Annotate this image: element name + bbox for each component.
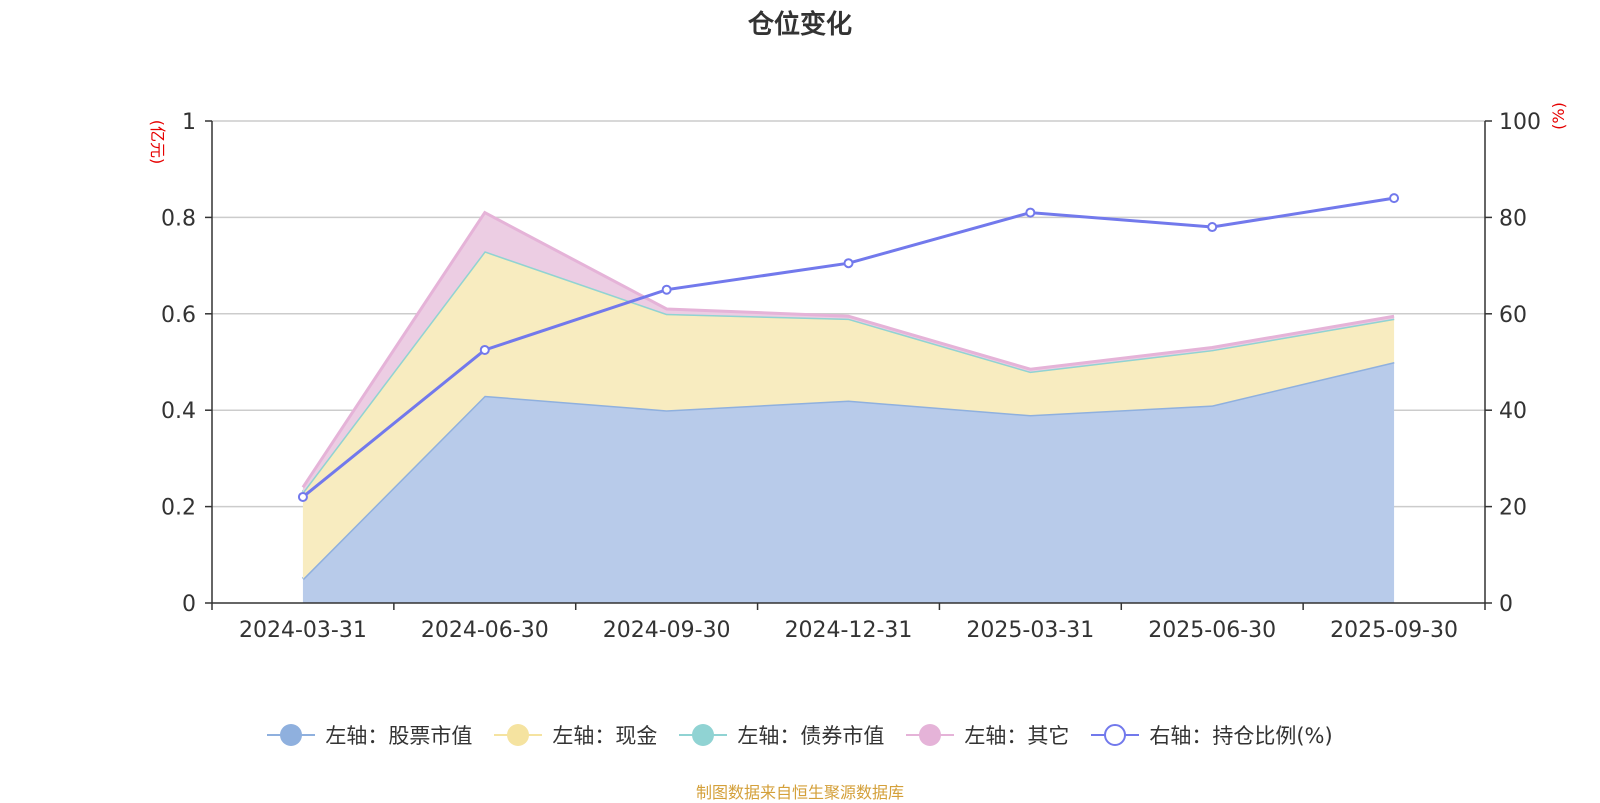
area-fill-1 [302,251,1395,579]
ratio-point [661,284,672,295]
ratio-point [843,258,854,269]
area-line-3 [301,210,1395,489]
legend-marker-icon [267,723,316,747]
right-tick-label: 40 [1499,399,1527,424]
left-tick-label: 0 [182,592,196,617]
right-axis-unit: (%) [1549,102,1568,130]
legend-item-other[interactable]: 左轴：其它 [906,720,1069,750]
chart-title: 仓位变化 [747,10,852,40]
legend-label: 左轴：现金 [552,724,658,748]
x-tick-label: 2025-06-30 [1148,618,1276,643]
x-tick-label: 2024-09-30 [603,618,731,643]
area-series [301,210,1395,603]
legend-marker-icon [906,723,955,747]
right-tick-label: 80 [1499,206,1527,231]
ratio-point [1207,222,1218,233]
legend-marker-icon [1091,723,1140,747]
legend-label: 左轴：债券市值 [737,724,885,748]
source-footer: 制图数据来自恒生聚源数据库 [695,783,904,802]
x-tick-label: 2025-09-30 [1330,618,1458,643]
legend-item-stock[interactable]: 左轴：股票市值 [267,720,472,750]
left-axis-unit: (亿元) [148,120,167,165]
line-series [297,193,1400,502]
right-tick-label: 60 [1499,303,1527,328]
left-tick-label: 1 [182,110,196,135]
axes: 0 0.2 0.4 0.6 0.8 1 0 20 40 60 80 100 2024-03-31 2024… [161,110,1541,643]
legend-label: 左轴：股票市值 [325,724,473,748]
ratio-point [1389,193,1400,204]
legend-marker-icon [679,723,728,747]
legend-label: 左轴：其它 [964,724,1070,748]
legend: 左轴：股票市值 左轴：现金 左轴：债券市值 左轴：其它 右轴：持仓比例(%) [0,720,1600,750]
ratio-point [297,491,308,502]
legend-item-cash[interactable]: 左轴：现金 [494,720,657,750]
legend-item-position-ratio[interactable]: 右轴：持仓比例(%) [1091,720,1333,750]
legend-item-bond[interactable]: 左轴：债券市值 [679,720,884,750]
x-tick-label: 2024-06-30 [421,618,549,643]
ratio-point [1025,207,1036,218]
ratio-point [479,344,490,355]
right-tick-label: 0 [1499,592,1513,617]
legend-marker-icon [494,723,543,747]
right-tick-label: 100 [1499,110,1541,135]
x-tick-label: 2024-03-31 [239,618,367,643]
x-tick-label: 2025-03-31 [966,618,1094,643]
left-tick-label: 0.4 [161,399,196,424]
area-fill-0 [302,362,1395,603]
left-tick-label: 0.2 [161,496,196,521]
x-tick-label: 2024-12-31 [785,618,913,643]
left-tick-label: 0.8 [161,206,196,231]
left-tick-label: 0.6 [161,303,196,328]
right-tick-label: 20 [1499,496,1527,521]
legend-label: 右轴：持仓比例(%) [1149,724,1333,748]
